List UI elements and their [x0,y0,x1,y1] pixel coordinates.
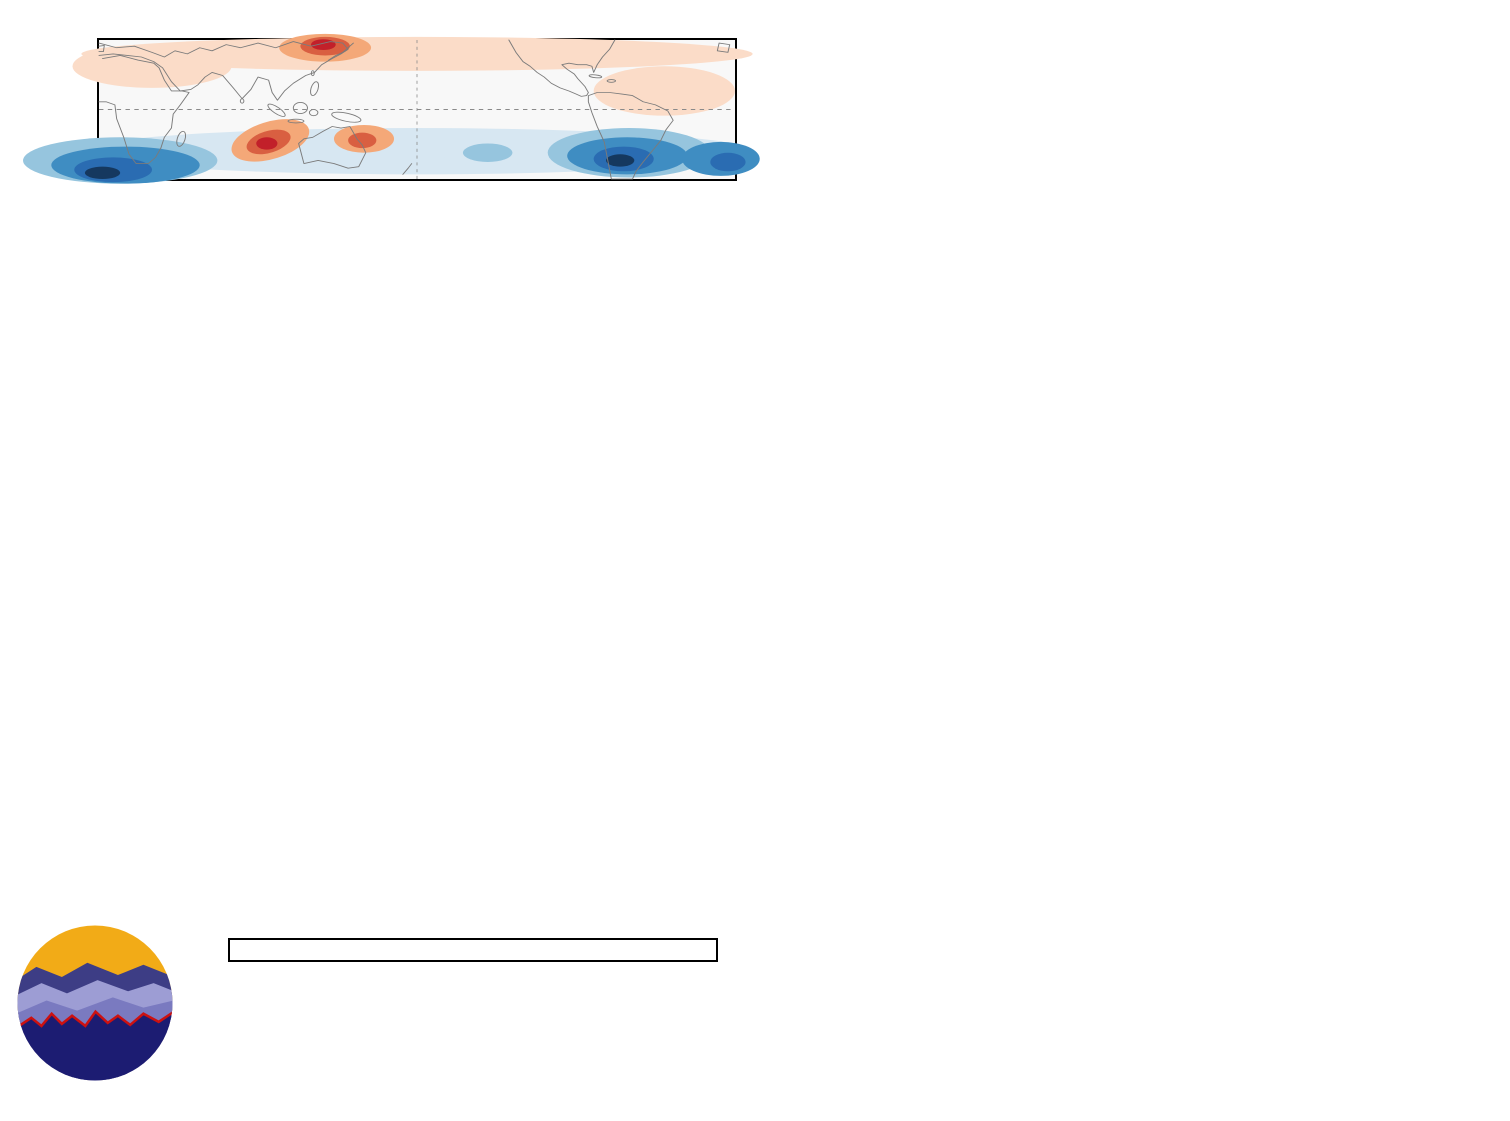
panel-obs-1 [23,33,760,184]
panel-map [23,33,760,184]
colorbar [228,938,718,1000]
ncics-logo [17,925,173,1081]
logo-red-ridge [17,1009,173,1030]
logo-base [17,1011,173,1081]
